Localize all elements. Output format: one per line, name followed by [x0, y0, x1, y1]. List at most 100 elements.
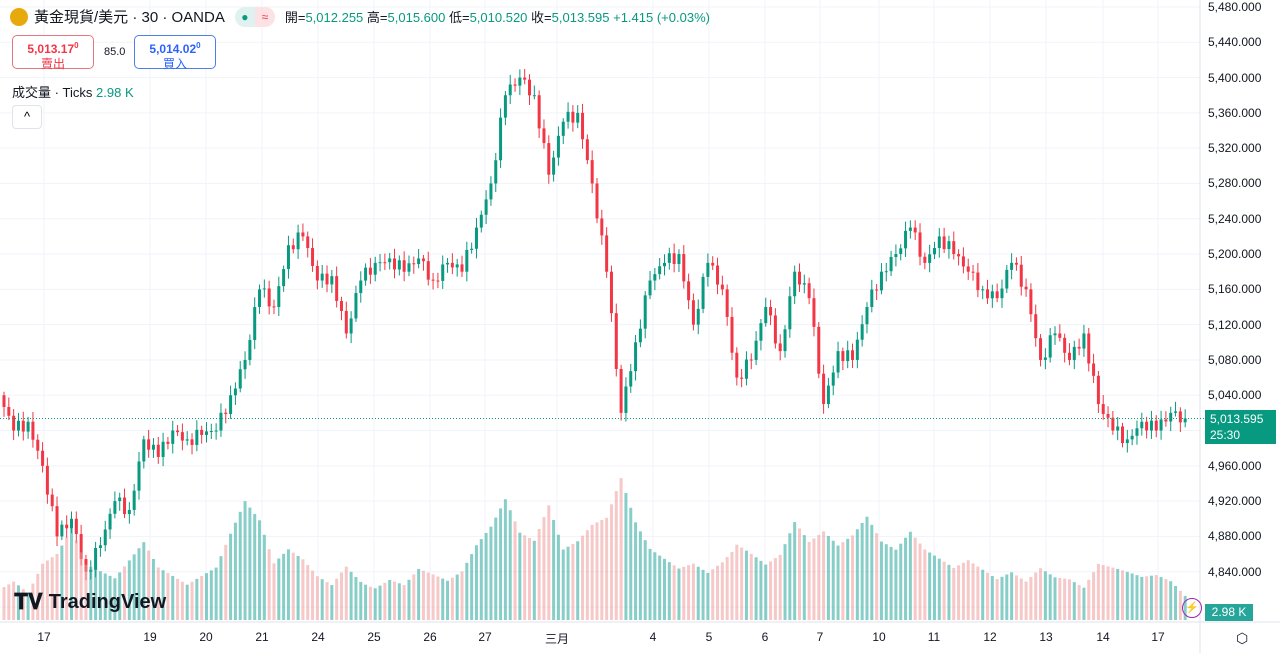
candle-body [41, 450, 45, 466]
candle-body [446, 262, 450, 265]
collapse-legend-button[interactable]: ^ [12, 105, 42, 129]
candle-body [161, 441, 165, 457]
volume-label: 成交量 · Ticks [12, 85, 93, 100]
candle-body [450, 262, 454, 268]
volume-bar [383, 582, 387, 620]
status-pill[interactable]: ● ≈ [234, 6, 275, 27]
candle-body [581, 112, 585, 140]
volume-bar [470, 554, 474, 620]
volume-legend[interactable]: 成交量 · Ticks 2.98 K [12, 82, 134, 101]
buy-price: 5,014.02 [149, 42, 197, 56]
price-axis-label: 4,840.000 [1208, 564, 1262, 579]
volume-bar [528, 538, 532, 620]
candle-body [147, 439, 151, 450]
volume-bar [976, 566, 980, 620]
volume-bar [1058, 578, 1062, 620]
candle-body [667, 253, 671, 263]
volume-bar [754, 557, 758, 620]
time-axis-label: 17 [1151, 630, 1165, 644]
candle-body [1067, 352, 1071, 360]
volume-bar [826, 536, 830, 620]
candle-body [31, 421, 35, 440]
volume-bar [643, 540, 647, 620]
time-axis-label: 14 [1096, 630, 1110, 644]
volume-bar [494, 517, 498, 620]
price-axis-label: 5,200.000 [1208, 247, 1262, 262]
candle-body [1159, 419, 1163, 431]
volume-bar [2, 587, 6, 620]
volume-bar [995, 579, 999, 620]
volume-bar [296, 555, 300, 620]
tradingview-logo[interactable]: 𝐓𝐕 TradingView [14, 589, 166, 615]
candle-body [870, 289, 874, 307]
volume-bar [932, 555, 936, 620]
settings-icon[interactable]: ⬡ [1236, 630, 1249, 646]
candle-body [855, 339, 859, 360]
candle-body [180, 432, 184, 441]
time-axis-label: 三月 [544, 632, 570, 646]
volume-bar [1116, 568, 1120, 620]
candle-body [802, 283, 806, 285]
buy-button[interactable]: 5,014.020 買入 [134, 35, 216, 71]
volume-bar [397, 583, 401, 620]
candle-body [74, 518, 78, 535]
time-axis-label: 4 [649, 630, 657, 644]
candle-body [1024, 286, 1028, 290]
candle-body [484, 199, 488, 215]
volume-bar [923, 549, 927, 620]
volume-bar [388, 580, 392, 620]
candle-body [716, 265, 720, 285]
volume-bar [682, 566, 686, 620]
volume-bar [219, 556, 223, 620]
volume-bar [1140, 576, 1144, 620]
candle-body [677, 254, 681, 265]
volume-bar [793, 522, 797, 620]
candle-body [749, 359, 753, 361]
volume-bar [74, 540, 78, 620]
candle-body [267, 288, 271, 307]
volume-bar [744, 550, 748, 620]
volume-bar [552, 520, 556, 620]
candle-body [865, 307, 869, 325]
price-axis-label: 4,920.000 [1208, 494, 1262, 509]
sell-button[interactable]: 5,013.170 賣出 [12, 35, 94, 71]
candle-body [407, 263, 411, 272]
volume-bar [865, 516, 869, 620]
volume-bar [89, 566, 93, 620]
candle-body [436, 280, 440, 282]
volume-bar [84, 564, 88, 620]
volume-bar [875, 533, 879, 620]
candle-body [754, 340, 758, 360]
volume-bar [402, 585, 406, 620]
candle-body [513, 84, 517, 86]
volume-bar [214, 567, 218, 620]
candle-body [373, 262, 377, 275]
volume-bar [368, 586, 372, 620]
market-open-icon: ● [234, 6, 255, 27]
candle-body [1087, 333, 1091, 364]
volume-bar [1000, 576, 1004, 620]
volume-bar [687, 565, 691, 620]
candle-body [344, 310, 348, 334]
volume-bar [253, 513, 257, 620]
volume-bar [870, 524, 874, 620]
candle-body [1174, 411, 1178, 413]
candle-body [1072, 346, 1076, 360]
volume-bar [523, 535, 527, 620]
candle-body [619, 368, 623, 413]
candle-body [658, 266, 662, 275]
gold-icon [10, 7, 28, 26]
volume-bar [103, 573, 107, 620]
volume-bar [614, 491, 618, 620]
candle-body [532, 95, 536, 97]
candle-body [638, 328, 642, 343]
lightning-icon[interactable]: ⚡ [1182, 598, 1202, 618]
candle-body [368, 267, 372, 275]
symbol-title[interactable]: 黃金現貨/美元 · 30 · OANDA [34, 9, 225, 26]
price-axis-label: 5,120.000 [1208, 317, 1262, 332]
candle-body [36, 439, 40, 451]
change-value: +1.415 (+0.03%) [613, 10, 710, 25]
candle-body [957, 254, 961, 257]
candle-body [851, 350, 855, 360]
